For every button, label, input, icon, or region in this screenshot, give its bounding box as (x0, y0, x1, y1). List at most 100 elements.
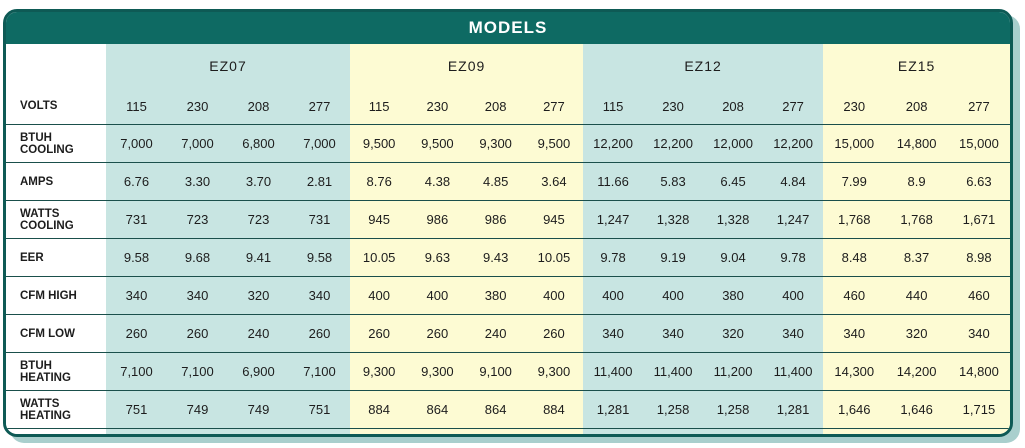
table-cell: 2.61 (583, 428, 644, 434)
table-cell: 1,247 (583, 200, 644, 239)
table-cell: 9,300 (350, 352, 409, 391)
table-cell: 400 (583, 276, 644, 315)
table-cell: 3.16 (408, 428, 467, 434)
table-cell: 7,000 (289, 124, 351, 163)
table-cell: 7.99 (823, 162, 886, 201)
table-cell: 3.09 (466, 428, 525, 434)
table-cell: 9,500 (350, 124, 409, 163)
table-cell: 12,200 (583, 124, 644, 163)
row-label-line: BTUH (20, 131, 52, 144)
table-cell: 8.98 (947, 238, 1010, 277)
volts-cell: 230 (643, 88, 704, 125)
table-row: BTUH HEATING 7,100 7,100 6,900 7,100 9,300 9,30… (6, 352, 1010, 391)
table-cell: 12,000 (703, 124, 764, 163)
volts-cell: 208 (466, 88, 525, 125)
table-cell: 380 (703, 276, 764, 315)
table-cell: 340 (823, 314, 886, 353)
table-cell: 5.83 (643, 162, 704, 201)
table-cell: 320 (228, 276, 289, 315)
table-cell: 2.61 (703, 428, 764, 434)
table-cell: 1,328 (643, 200, 704, 239)
table-cell: 15,000 (823, 124, 886, 163)
row-label: WATTS HEATING (6, 390, 106, 429)
volts-cell: 115 (106, 88, 167, 125)
volts-row: VOLTS 115 230 208 277 115 230 208 277 115 230 208 27… (6, 88, 1010, 125)
table-cell: 9.41 (228, 238, 289, 277)
table-cell: 884 (524, 390, 584, 429)
row-label: CFM HIGH (6, 276, 106, 315)
table-cell: 9,300 (466, 124, 525, 163)
table-cell: 731 (289, 200, 351, 239)
table-cell: 9,300 (408, 352, 467, 391)
table-cell: 340 (106, 276, 167, 315)
table-cell: 2.66 (643, 428, 704, 434)
table-cell: 320 (703, 314, 764, 353)
table-row: AMPS 6.76 3.30 3.70 2.81 8.76 4.38 4.85 3.64 11.6… (6, 162, 1010, 201)
table-cell: 11.66 (583, 162, 644, 201)
volts-cell: 208 (885, 88, 948, 125)
table-cell: 240 (228, 314, 289, 353)
volts-cell: 277 (763, 88, 824, 125)
row-label-line: HEATING (20, 409, 71, 422)
table-cell: 9.68 (167, 238, 228, 277)
table-cell: 6,800 (228, 124, 289, 163)
model-header-ez07: EZ07 (106, 44, 351, 88)
row-label: WATTS COOLING (6, 200, 106, 239)
volts-cell: 208 (228, 88, 289, 125)
table-cell: 400 (643, 276, 704, 315)
table-cell: 4.84 (763, 162, 824, 201)
table-cell: 731 (106, 200, 167, 239)
table-cell: 400 (763, 276, 824, 315)
table-cell: 8.37 (885, 238, 948, 277)
table-cell: 14,800 (885, 124, 948, 163)
table-cell: 9.78 (763, 238, 824, 277)
table-cell: 1,258 (703, 390, 764, 429)
table-row: WATTS COOLING 731 723 723 731 945 986 986 945 1,24… (6, 200, 1010, 239)
table-cell: 884 (350, 390, 409, 429)
table-cell: 751 (106, 390, 167, 429)
table-cell: 2.53 (947, 428, 1010, 434)
table-cell: 9.58 (289, 238, 351, 277)
volts-cell: 115 (583, 88, 644, 125)
table-cell: 260 (106, 314, 167, 353)
table-cell: 14,200 (885, 352, 948, 391)
table-cell: 3.09 (524, 428, 584, 434)
row-label-line: COOLING (20, 143, 74, 156)
table-cell: 400 (408, 276, 467, 315)
table-cell: 14,300 (823, 352, 886, 391)
model-header-ez12: EZ12 (583, 44, 824, 88)
table-cell: 11,400 (643, 352, 704, 391)
table-cell: 12,200 (643, 124, 704, 163)
table-cell: 1,715 (947, 390, 1010, 429)
table-cell: 6.76 (106, 162, 167, 201)
table-cell: 945 (350, 200, 409, 239)
volts-cell: 277 (524, 88, 584, 125)
table-cell: 2.53 (885, 428, 948, 434)
corner-cell (6, 44, 106, 88)
volts-cell: 230 (408, 88, 467, 125)
table-cell: 3.64 (524, 162, 584, 201)
table-cell: 460 (823, 276, 886, 315)
table-cell: 260 (350, 314, 409, 353)
table-cell: 2.61 (763, 428, 824, 434)
table-cell: 7,000 (106, 124, 167, 163)
table-cell: 2.81 (289, 162, 351, 201)
table-cell: 9,100 (466, 352, 525, 391)
table-cell: 749 (228, 390, 289, 429)
table-cell: 14,800 (947, 352, 1010, 391)
row-label-line: COOLING (20, 219, 74, 232)
table-cell: 1,646 (885, 390, 948, 429)
row-label-line: WATTS (20, 207, 60, 220)
row-label: CFM LOW (6, 314, 106, 353)
table-row: WATTS HEATING 751 749 749 751 884 864 864 884 1,28… (6, 390, 1010, 429)
volts-cell: 277 (947, 88, 1010, 125)
table-cell: 10.05 (350, 238, 409, 277)
table-cell: 6.45 (703, 162, 764, 201)
table-cell: 1,258 (643, 390, 704, 429)
table-cell: 340 (167, 276, 228, 315)
model-header-ez15: EZ15 (823, 44, 1010, 88)
table-cell: 723 (228, 200, 289, 239)
table-cell: 260 (167, 314, 228, 353)
table-cell: 2.78 (167, 428, 228, 434)
table-cell: 260 (524, 314, 584, 353)
